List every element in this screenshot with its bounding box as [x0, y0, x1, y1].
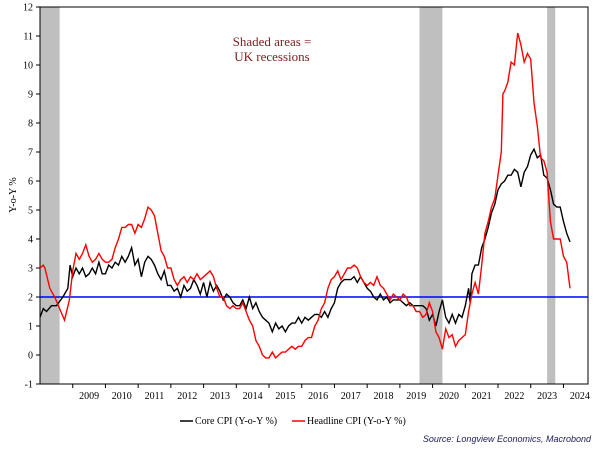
y-tick-label: 11: [23, 32, 33, 43]
x-tick-label: 2023: [537, 391, 557, 402]
recession-band-2: [419, 7, 443, 384]
x-tick-label: 2012: [177, 391, 197, 402]
y-tick-label: 6: [28, 177, 33, 188]
core-cpi-line: [39, 147, 571, 334]
x-tick-label: 2011: [145, 391, 165, 402]
headline-cpi-line: [39, 32, 571, 360]
x-tick-label: 2016: [308, 391, 328, 402]
annotation-line-1: Shaded areas =: [233, 34, 312, 49]
x-tick-label: 2015: [275, 391, 295, 402]
y-axis-label: Y-o-Y %: [8, 177, 19, 212]
plot-frame: [39, 6, 589, 385]
annotation-line-2: UK recessions: [234, 49, 309, 64]
x-tick-label: 2020: [439, 391, 459, 402]
x-tick-label: 2021: [472, 391, 492, 402]
x-tick-label: 2014: [243, 391, 263, 402]
y-tick-label: 1: [28, 322, 33, 333]
y-tick-label: 4: [28, 235, 33, 246]
x-tick-label: 2018: [374, 391, 394, 402]
y-tick-label: 3: [28, 264, 33, 275]
y-tick-label: 12: [23, 3, 33, 14]
y-tick-label: 2: [28, 293, 33, 304]
x-axis: 2009 2010 2011 2012 2013 2014 2015 2016 2017 2018…: [72, 384, 590, 402]
y-tick-label: 9: [28, 90, 33, 101]
y-tick-label: 10: [23, 61, 33, 72]
x-tick-label: 2024: [570, 391, 590, 402]
x-tick-label: 2010: [112, 391, 132, 402]
legend: Core CPI (Y-o-Y %) Headline CPI (Y-o-Y %…: [180, 416, 406, 427]
x-tick-label: 2013: [210, 391, 230, 402]
source-note: Source: Longview Economics, Macrobond: [423, 434, 592, 444]
x-tick-label: 2017: [341, 391, 361, 402]
y-tick-label: 5: [28, 206, 33, 217]
y-tick-label: 8: [28, 119, 33, 130]
y-tick-label: -1: [25, 380, 33, 391]
x-tick-label: 2019: [406, 391, 426, 402]
x-tick-label: 2009: [79, 391, 99, 402]
y-tick-label: 0: [28, 351, 33, 362]
recession-band-1: [40, 7, 60, 384]
legend-core-label: Core CPI (Y-o-Y %): [195, 416, 277, 427]
legend-headline-label: Headline CPI (Y-o-Y %): [307, 416, 406, 427]
y-tick-label: 7: [28, 148, 33, 159]
x-tick-label: 2022: [504, 391, 524, 402]
